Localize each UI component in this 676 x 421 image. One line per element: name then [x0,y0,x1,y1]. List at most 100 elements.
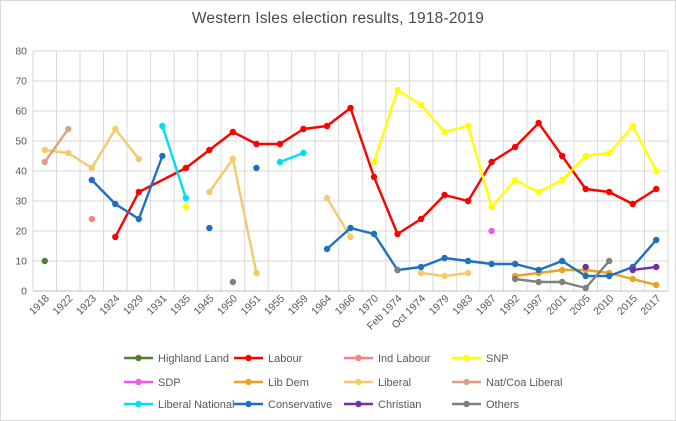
data-point [653,263,660,271]
y-tick-label: 80 [15,46,27,58]
legend-item-christian: Christian [344,399,421,411]
series-sdp [488,227,495,235]
data-point [206,224,213,232]
data-point [582,263,589,271]
data-point [653,167,660,175]
legend-label: Liberal National [158,399,234,411]
legend-label: Lib Dem [268,377,309,389]
data-point [300,149,307,157]
data-point [558,176,566,184]
data-point [65,149,72,157]
x-tick-label: 1951 [239,293,264,318]
legend-item-lib-dem: Lib Dem [234,377,309,389]
y-tick-label: 60 [15,106,27,118]
legend-marker-swatch [135,378,142,386]
x-tick-label: 1992 [497,293,522,318]
x-tick-label: 1924 [97,293,122,318]
legend-marker-swatch [463,378,470,386]
data-point [347,104,354,112]
data-point [347,224,354,232]
data-point [229,128,237,136]
y-tick-label: 0 [21,286,27,298]
y-tick-label: 30 [15,196,27,208]
data-point [112,233,119,241]
data-point [347,233,354,241]
data-point [41,146,48,154]
data-point [253,269,260,277]
x-tick-label: 1987 [474,293,499,318]
x-tick-label: 1931 [144,293,169,318]
data-point [511,143,519,151]
data-point [606,272,613,280]
data-point [464,122,472,130]
series-conservative [88,152,660,280]
data-point [323,194,331,202]
legend: Highland Land Labour Ind Labour SNP SDP Lib D… [124,353,562,411]
x-tick-label: 2005 [568,293,593,318]
legend-marker-swatch [245,354,252,362]
data-point [488,227,495,235]
series-labour [112,104,660,241]
data-point [606,188,613,196]
data-point [323,122,331,130]
data-point [41,158,48,166]
data-point [606,257,613,265]
legend-label: Christian [378,399,421,411]
legend-marker-swatch [355,400,362,408]
legend-item-others: Others [452,399,520,411]
legend-marker-swatch [463,354,470,362]
data-point [441,128,448,136]
data-point [229,278,237,286]
legend-label: SDP [158,377,181,389]
legend-item-highland-land: Highland Land [124,353,229,365]
data-point [558,278,566,286]
x-tick-label: 1922 [50,293,75,318]
series-highland-land [41,257,48,265]
legend-label: Labour [268,353,303,365]
data-point [582,152,589,160]
data-point [629,275,636,283]
series-liberal-national [159,122,307,202]
legend-marker-swatch [355,378,362,386]
series-liberal [41,125,472,280]
data-point [229,155,237,163]
legend-label: Nat/Coa Liberal [486,377,562,389]
legend-marker-swatch [355,354,362,362]
data-point [135,155,143,163]
data-point [582,185,589,193]
legend-label: Ind Labour [378,353,431,365]
data-point [417,269,425,277]
legend-item-labour: Labour [234,353,303,365]
data-point [135,188,143,196]
data-point [511,176,519,184]
legend-item-snp: SNP [452,353,509,365]
data-point [441,254,448,262]
data-point [441,191,448,199]
legend-item-nat-coa-liberal: Nat/Coa Liberal [452,377,562,389]
data-point [535,278,542,286]
x-tick-label: 1955 [262,293,287,318]
data-point [535,266,542,274]
series-others [229,257,613,292]
data-point [65,125,72,133]
x-tick-label: 1959 [286,293,311,318]
x-tick-label: 1966 [333,293,358,318]
chart-title: Western Isles election results, 1918-201… [191,10,485,27]
data-point [629,122,636,130]
data-point [417,215,425,223]
data-point [394,230,401,238]
data-point [182,194,190,202]
data-point [535,119,542,127]
data-point [629,200,636,208]
data-point [488,203,495,211]
data-point [41,257,48,265]
x-tick-label: 1929 [121,293,146,318]
data-point [582,284,589,292]
legend-label: Liberal [378,377,411,389]
data-point [394,86,401,94]
data-point [182,203,190,211]
series-snp [182,86,660,211]
legend-marker-swatch [135,400,142,408]
data-point [558,152,566,160]
